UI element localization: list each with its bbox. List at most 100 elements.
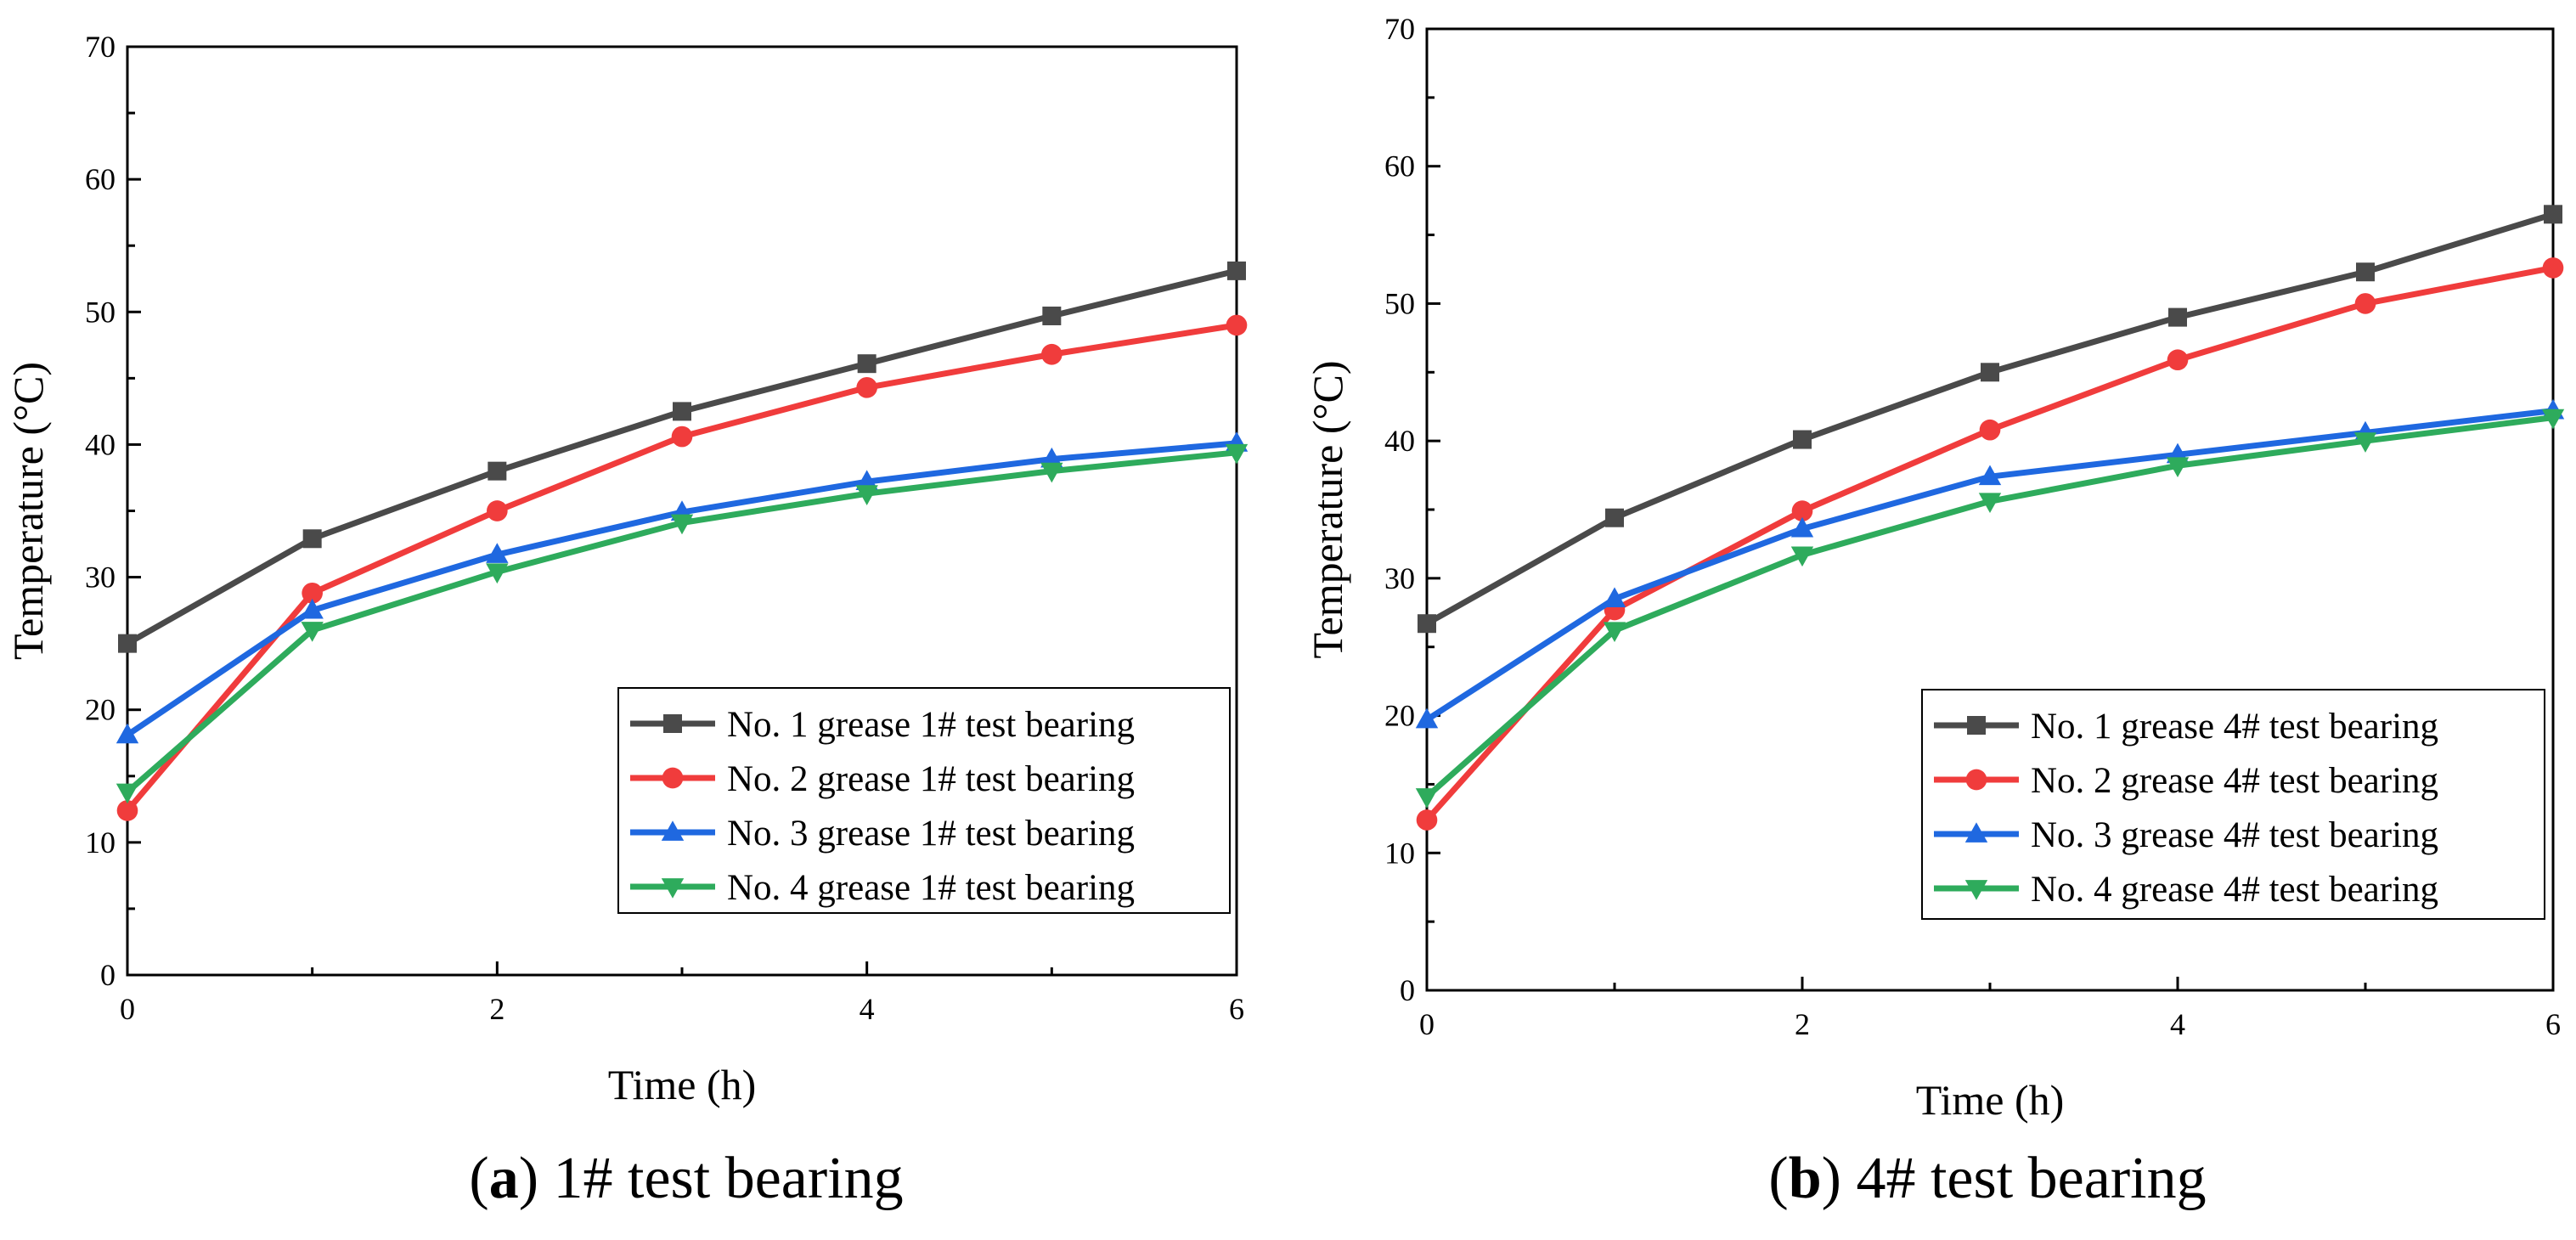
y-tick-label: 20 bbox=[85, 693, 116, 727]
chart-panel-a: 0 10 20 30 40 50 60 70 0 2 4 6 Time (h) Temperature (… bbox=[4, 30, 1249, 1211]
y-tick-label: 0 bbox=[100, 958, 116, 992]
caption-close-paren: ) bbox=[519, 1146, 554, 1211]
y-axis-title: Temperature (°C) bbox=[1304, 360, 1351, 658]
data-point bbox=[116, 783, 139, 804]
series-2 bbox=[116, 314, 1248, 821]
series-2 bbox=[1416, 257, 2564, 831]
y-tick-label: 60 bbox=[1384, 149, 1415, 183]
panel-caption: (a) 1# test bearing bbox=[469, 1146, 903, 1211]
legend-label: No. 2 grease 4# test bearing bbox=[2031, 761, 2438, 801]
caption-open-paren: ( bbox=[1768, 1146, 1788, 1211]
data-point bbox=[2353, 432, 2377, 453]
caption-close-paren: ) bbox=[1822, 1146, 1857, 1211]
series-4 bbox=[116, 443, 1249, 804]
x-tick-label: 4 bbox=[860, 992, 875, 1026]
legend-marker bbox=[661, 878, 685, 899]
series-line bbox=[1423, 211, 2556, 627]
data-point bbox=[1981, 363, 1999, 382]
data-point bbox=[486, 563, 509, 584]
y-tick-label: 20 bbox=[1384, 699, 1415, 733]
data-point bbox=[1415, 707, 1439, 729]
legend-box bbox=[617, 687, 1231, 914]
legend-label: No. 3 grease 1# test bearing bbox=[727, 814, 1135, 854]
data-point bbox=[1227, 261, 1246, 280]
data-point bbox=[1979, 419, 2001, 441]
legend-box bbox=[1921, 689, 2545, 920]
data-point bbox=[1978, 465, 2002, 486]
y-tick-label: 70 bbox=[1384, 12, 1415, 46]
data-point bbox=[301, 598, 324, 619]
data-point bbox=[857, 354, 877, 374]
data-point bbox=[2542, 257, 2564, 279]
legend-marker bbox=[661, 820, 685, 841]
x-tick-label: 0 bbox=[1419, 1007, 1435, 1041]
data-point bbox=[1603, 587, 1626, 608]
y-tick-label: 40 bbox=[85, 427, 116, 461]
data-point bbox=[116, 800, 138, 821]
y-tick-label: 10 bbox=[1384, 836, 1415, 870]
legend-marker bbox=[1967, 716, 1986, 735]
y-tick-label: 10 bbox=[85, 826, 116, 860]
legend-label: No. 4 grease 1# test bearing bbox=[727, 868, 1135, 908]
data-point bbox=[2166, 457, 2190, 478]
data-point bbox=[855, 485, 878, 505]
data-point bbox=[2541, 409, 2565, 430]
data-point bbox=[302, 582, 323, 604]
y-tick-label: 50 bbox=[85, 295, 116, 329]
legend-marker bbox=[1964, 822, 1988, 843]
data-point bbox=[1791, 500, 1813, 521]
data-point bbox=[1418, 614, 1436, 634]
y-tick-label: 50 bbox=[1384, 286, 1415, 320]
data-point bbox=[118, 634, 137, 653]
legend-marker bbox=[663, 714, 682, 733]
data-point bbox=[1040, 447, 1063, 468]
legend-label: No. 1 grease 4# test bearing bbox=[2031, 707, 2438, 747]
data-point bbox=[1978, 493, 2002, 514]
x-tick-label: 2 bbox=[489, 992, 504, 1026]
data-point bbox=[1042, 306, 1062, 325]
data-point bbox=[1041, 343, 1063, 365]
caption-letter: b bbox=[1789, 1146, 1822, 1211]
data-point bbox=[1605, 508, 1624, 527]
x-axis-title: Time (h) bbox=[608, 1061, 757, 1108]
caption-open-paren: ( bbox=[469, 1146, 488, 1211]
data-point bbox=[486, 543, 509, 563]
legend-label: No. 3 grease 4# test bearing bbox=[2031, 815, 2438, 855]
y-tick-label: 30 bbox=[85, 561, 116, 595]
y-tick-label: 60 bbox=[85, 162, 116, 196]
legend-marker bbox=[1964, 880, 1988, 900]
data-point bbox=[302, 529, 322, 549]
data-point bbox=[855, 470, 878, 491]
data-point bbox=[301, 622, 324, 642]
legend-label: No. 4 grease 4# test bearing bbox=[2031, 870, 2438, 910]
x-axis-title: Time (h) bbox=[1916, 1076, 2065, 1124]
data-point bbox=[1790, 516, 1814, 538]
series-1 bbox=[118, 261, 1246, 653]
data-point bbox=[2168, 307, 2187, 327]
data-point bbox=[2544, 205, 2562, 224]
data-point bbox=[487, 500, 508, 521]
data-point bbox=[2354, 293, 2376, 314]
data-point bbox=[856, 376, 877, 398]
chart-panel-b: 0 10 20 30 40 50 60 70 0 2 4 6 Time (h) Temperature (… bbox=[1304, 12, 2565, 1211]
data-point bbox=[670, 514, 694, 535]
data-point bbox=[1415, 788, 1439, 809]
caption-text: 1# test bearing bbox=[554, 1146, 904, 1211]
data-point bbox=[1790, 546, 1814, 567]
panel-caption: (b) 4# test bearing bbox=[1768, 1146, 2206, 1211]
caption-letter: a bbox=[489, 1146, 519, 1211]
data-point bbox=[671, 426, 693, 448]
data-point bbox=[1416, 809, 1438, 831]
data-point bbox=[1226, 314, 1248, 336]
data-point bbox=[1793, 430, 1812, 449]
series-4 bbox=[1415, 409, 2565, 809]
data-point bbox=[2167, 349, 2189, 371]
x-tick-label: 6 bbox=[2545, 1007, 2561, 1041]
legend-label: No. 1 grease 1# test bearing bbox=[727, 705, 1135, 745]
legend: No. 1 grease 4# test bearing No. 2 grease… bbox=[1921, 689, 2545, 920]
data-point bbox=[2356, 262, 2375, 282]
legend: No. 1 grease 1# test bearing No. 2 grease… bbox=[617, 687, 1231, 914]
legend-marker bbox=[1965, 769, 1987, 791]
y-tick-label: 70 bbox=[85, 30, 116, 64]
